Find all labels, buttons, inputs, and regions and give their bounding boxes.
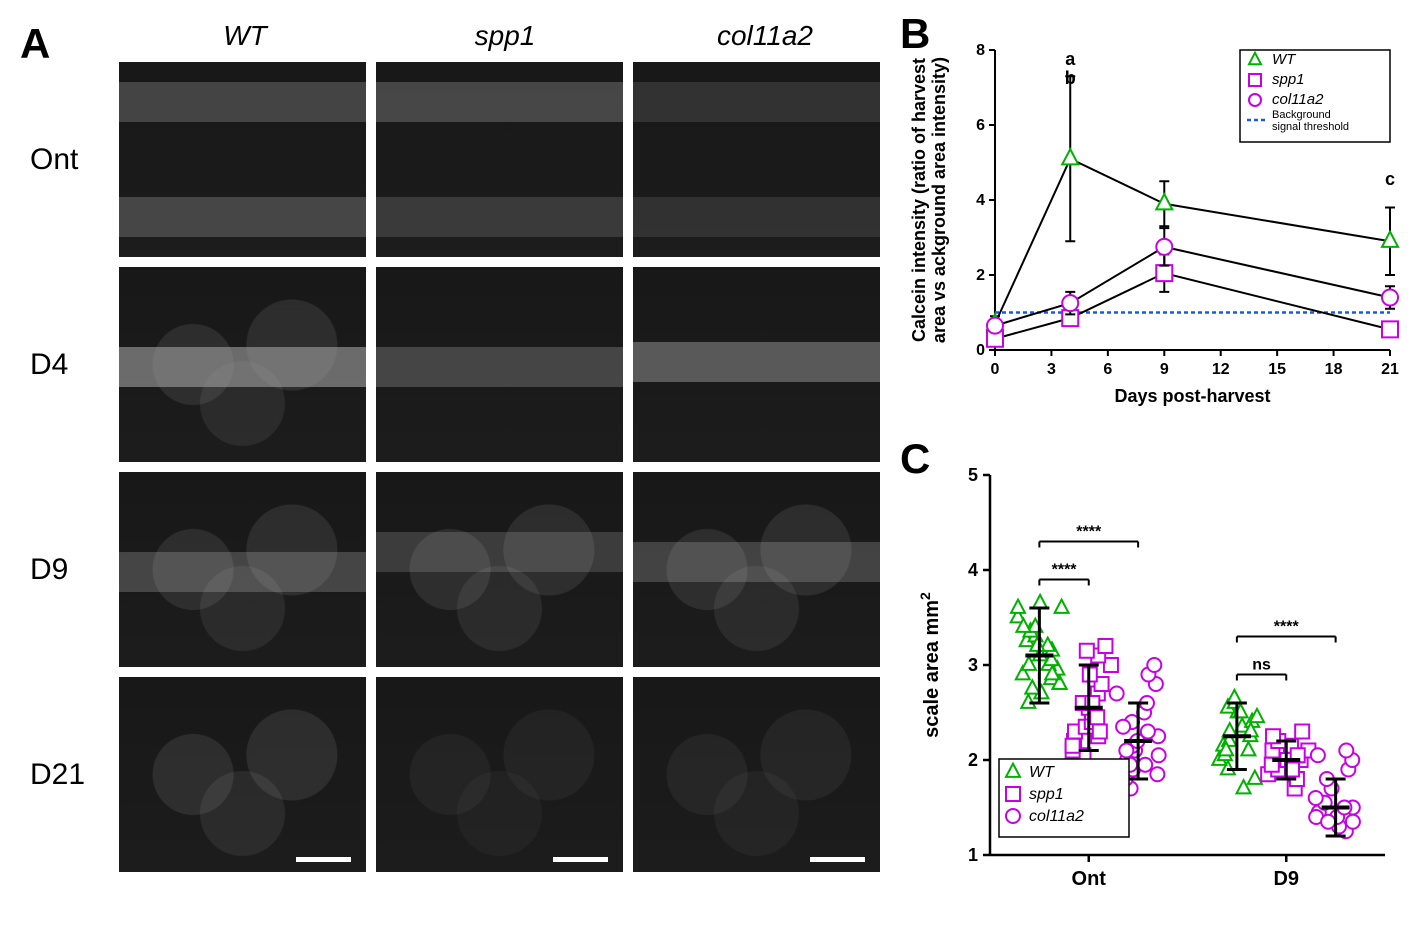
svg-text:b: b xyxy=(1065,68,1076,88)
svg-text:spp1: spp1 xyxy=(1029,786,1064,803)
svg-text:0: 0 xyxy=(991,361,1000,378)
svg-text:4: 4 xyxy=(968,560,978,580)
svg-text:****: **** xyxy=(1052,562,1078,579)
image-row: D21 xyxy=(20,677,890,872)
panel-b-label: B xyxy=(900,10,930,58)
svg-text:D9: D9 xyxy=(1273,868,1299,890)
svg-text:0: 0 xyxy=(976,342,985,359)
svg-text:col11a2: col11a2 xyxy=(1272,91,1324,108)
col-header: spp1 xyxy=(380,20,630,62)
micrograph xyxy=(633,267,880,462)
svg-text:3: 3 xyxy=(1047,361,1056,378)
svg-text:6: 6 xyxy=(1103,361,1112,378)
svg-text:Background: Background xyxy=(1272,109,1331,121)
svg-text:2: 2 xyxy=(968,750,978,770)
svg-text:****: **** xyxy=(1274,619,1300,636)
row-label: D21 xyxy=(20,758,119,792)
row-label: D4 xyxy=(20,348,119,382)
svg-text:ns: ns xyxy=(1252,657,1271,674)
micrograph xyxy=(633,677,880,872)
micrograph xyxy=(119,472,366,667)
image-row: D4 xyxy=(20,267,890,462)
col-header: col11a2 xyxy=(640,20,890,62)
micrograph xyxy=(376,62,623,257)
panel-b: B 03691215182102468Days post-harvestCalc… xyxy=(910,20,1410,425)
svg-text:signal threshold: signal threshold xyxy=(1272,121,1349,133)
svg-text:spp1: spp1 xyxy=(1272,71,1305,88)
svg-text:21: 21 xyxy=(1381,361,1399,378)
svg-text:****: **** xyxy=(1076,524,1102,541)
svg-text:4: 4 xyxy=(976,192,985,209)
svg-text:col11a2: col11a2 xyxy=(1029,808,1084,825)
micrograph xyxy=(376,267,623,462)
svg-text:18: 18 xyxy=(1325,361,1343,378)
svg-text:2: 2 xyxy=(976,267,985,284)
scatter-chart: 1 2 3 4 5 scale area mm2 Ont D9 **** **** ns **** WT… xyxy=(910,445,1400,915)
svg-text:a: a xyxy=(1065,49,1076,69)
svg-text:15: 15 xyxy=(1268,361,1286,378)
panel-a-col-headers: WT spp1 col11a2 xyxy=(120,20,890,62)
svg-text:12: 12 xyxy=(1212,361,1230,378)
panel-a-label: A xyxy=(20,20,50,68)
line-chart: 0 3 6 9 12 15 18 21 0 2 4 6 8 Days post-harvest Calcei… xyxy=(910,20,1400,420)
row-label: Ont xyxy=(20,143,119,177)
svg-text:5: 5 xyxy=(968,465,978,485)
svg-text:1: 1 xyxy=(968,845,978,865)
svg-text:Ont: Ont xyxy=(1072,868,1107,890)
panel-a: A WT spp1 col11a2 Ont D4 D9 D21 xyxy=(20,20,890,920)
scale-bar xyxy=(553,857,608,862)
image-row: D9 xyxy=(20,472,890,667)
svg-text:scale area mm2: scale area mm2 xyxy=(917,592,943,738)
panel-c: C 12345scale area mm2OntD9********ns****… xyxy=(910,445,1410,920)
svg-text:8: 8 xyxy=(976,42,985,59)
svg-text:6: 6 xyxy=(976,117,985,134)
micrograph xyxy=(376,472,623,667)
svg-text:Calcein intensity (ratio of ha: Calcein intensity (ratio of harvestarea … xyxy=(910,57,949,343)
col-header: WT xyxy=(120,20,370,62)
micrograph xyxy=(119,267,366,462)
micrograph xyxy=(633,472,880,667)
svg-text:3: 3 xyxy=(968,655,978,675)
micrograph xyxy=(119,62,366,257)
svg-text:Days post-harvest: Days post-harvest xyxy=(1114,386,1270,406)
scale-bar xyxy=(810,857,865,862)
svg-text:WT: WT xyxy=(1029,764,1055,781)
scale-bar xyxy=(296,857,351,862)
panel-c-label: C xyxy=(900,435,930,483)
micrograph xyxy=(633,62,880,257)
image-row: Ont xyxy=(20,62,890,257)
svg-text:9: 9 xyxy=(1160,361,1169,378)
micrograph xyxy=(119,677,366,872)
svg-text:c: c xyxy=(1385,169,1395,189)
row-label: D9 xyxy=(20,553,119,587)
micrograph xyxy=(376,677,623,872)
svg-text:WT: WT xyxy=(1272,51,1297,68)
